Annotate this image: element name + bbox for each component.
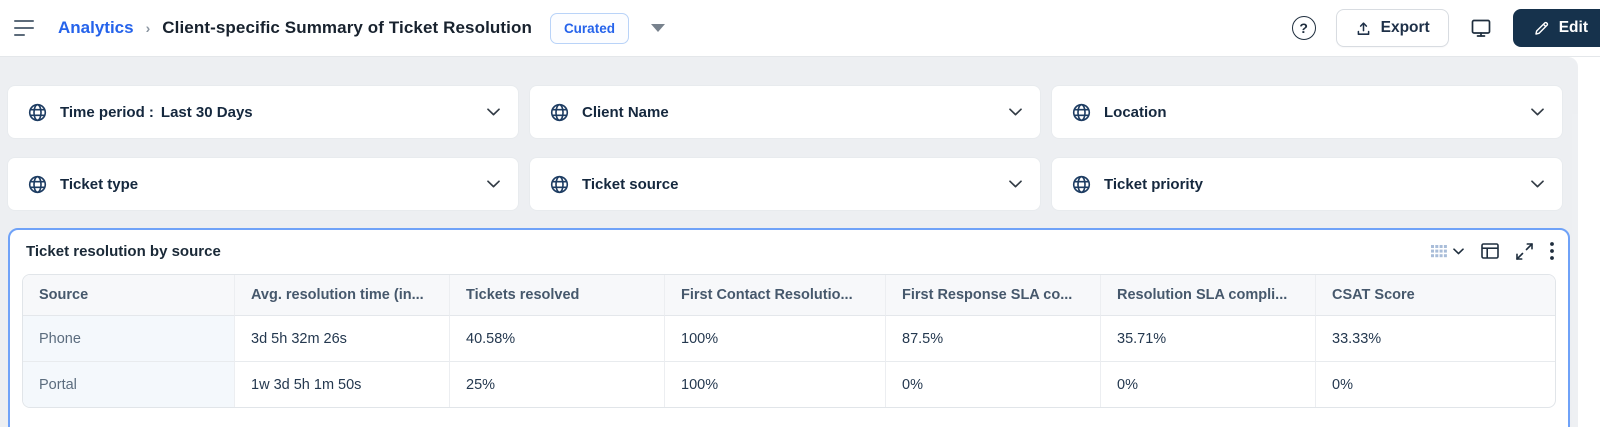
chevron-down-icon	[1453, 247, 1464, 255]
filter-label: Ticket source	[582, 175, 679, 193]
value-cell: 25%	[450, 362, 665, 407]
chevron-down-icon	[1531, 108, 1544, 116]
table-view-icon[interactable]	[1481, 243, 1499, 259]
filter-bar: Time period : Last 30 Days Client Name Loca…	[8, 86, 1578, 210]
edit-label: Edit	[1558, 19, 1588, 36]
value-cell: 40.58%	[450, 316, 665, 362]
title-dropdown-caret-icon[interactable]	[650, 24, 665, 32]
source-cell: Portal	[23, 362, 235, 407]
top-header-bar: Analytics › Client-specific Summary of T…	[0, 0, 1600, 57]
column-header[interactable]: Resolution SLA compli...	[1101, 275, 1316, 316]
breadcrumb-separator: ›	[145, 20, 151, 36]
column-header[interactable]: Source	[23, 275, 235, 316]
value-cell: 0%	[1101, 362, 1316, 407]
globe-icon	[550, 175, 569, 194]
ticket-resolution-panel: Ticket resolution by source	[8, 228, 1570, 427]
filter-time-period[interactable]: Time period : Last 30 Days	[8, 86, 518, 138]
filter-label: Location	[1104, 103, 1167, 121]
value-cell: 100%	[665, 316, 886, 362]
filter-location[interactable]: Location	[1052, 86, 1562, 138]
dashboard-content: Time period : Last 30 Days Client Name Loca…	[0, 57, 1578, 427]
value-cell: 33.33%	[1316, 316, 1555, 362]
filter-ticket-priority[interactable]: Ticket priority	[1052, 158, 1562, 210]
value-cell: 0%	[886, 362, 1101, 407]
edit-button[interactable]: Edit	[1512, 9, 1600, 47]
chevron-down-icon	[487, 108, 500, 116]
upload-icon	[1355, 20, 1372, 37]
column-header[interactable]: CSAT Score	[1316, 275, 1555, 316]
chevron-down-icon	[487, 180, 500, 188]
filter-label: Ticket type	[60, 175, 139, 193]
source-cell: Phone	[23, 316, 235, 362]
filter-ticket-source[interactable]: Ticket source	[530, 158, 1040, 210]
column-header[interactable]: Tickets resolved	[450, 275, 665, 316]
chevron-down-icon	[1009, 180, 1022, 188]
breadcrumb-analytics-link[interactable]: Analytics	[58, 18, 134, 37]
table-header-row: Source Avg. resolution time (in... Tickets…	[23, 275, 1555, 316]
globe-icon	[28, 175, 47, 194]
filter-label: Client Name	[582, 103, 669, 121]
chevron-down-icon	[1009, 108, 1022, 116]
chevron-down-icon	[1531, 180, 1544, 188]
globe-icon	[1072, 175, 1091, 194]
curated-badge: Curated	[549, 12, 629, 44]
table-row: Portal 1w 3d 5h 1m 50s 25% 100% 0% 0% 0%	[23, 362, 1555, 407]
view-selector-button[interactable]	[1431, 244, 1464, 258]
value-cell: 1w 3d 5h 1m 50s	[235, 362, 450, 407]
resolution-table-container: Source Avg. resolution time (in... Tickets…	[22, 274, 1556, 408]
help-icon[interactable]: ?	[1291, 16, 1316, 40]
value-cell: 87.5%	[886, 316, 1101, 362]
right-edge-scroll-strip[interactable]	[1572, 114, 1578, 427]
column-header[interactable]: First Response SLA co...	[886, 275, 1101, 316]
filter-client-name[interactable]: Client Name	[530, 86, 1040, 138]
expand-icon[interactable]	[1516, 242, 1533, 260]
globe-icon	[28, 103, 47, 122]
pencil-icon	[1533, 20, 1550, 37]
globe-icon	[1072, 103, 1091, 122]
filter-value: Last 30 Days	[160, 103, 253, 121]
value-cell: 0%	[1332, 376, 1353, 393]
display-mode-icon[interactable]	[1469, 16, 1493, 40]
value-cell: 100%	[665, 362, 886, 407]
filter-ticket-type[interactable]: Ticket type	[8, 158, 518, 210]
column-header[interactable]: Avg. resolution time (in...	[235, 275, 450, 316]
column-header[interactable]: First Contact Resolutio...	[665, 275, 886, 316]
export-label: Export	[1380, 19, 1430, 36]
value-cell: 35.71%	[1101, 316, 1316, 362]
more-options-icon[interactable]	[1550, 242, 1554, 260]
filter-label: Ticket priority	[1104, 175, 1203, 193]
panel-title: Ticket resolution by source	[26, 242, 221, 260]
table-row: Phone 3d 5h 32m 26s 40.58% 100% 87.5% 35.71% 3…	[23, 316, 1555, 362]
value-cell: 3d 5h 32m 26s	[235, 316, 450, 362]
globe-icon	[550, 103, 569, 122]
menu-icon[interactable]	[14, 20, 36, 36]
grid-view-icon	[1431, 244, 1447, 258]
export-button[interactable]: Export	[1335, 9, 1449, 47]
resolution-table: Source Avg. resolution time (in... Tickets…	[23, 275, 1555, 407]
filter-label: Time period :	[60, 103, 154, 121]
page-title: Client-specific Summary of Ticket Resolu…	[162, 18, 532, 37]
